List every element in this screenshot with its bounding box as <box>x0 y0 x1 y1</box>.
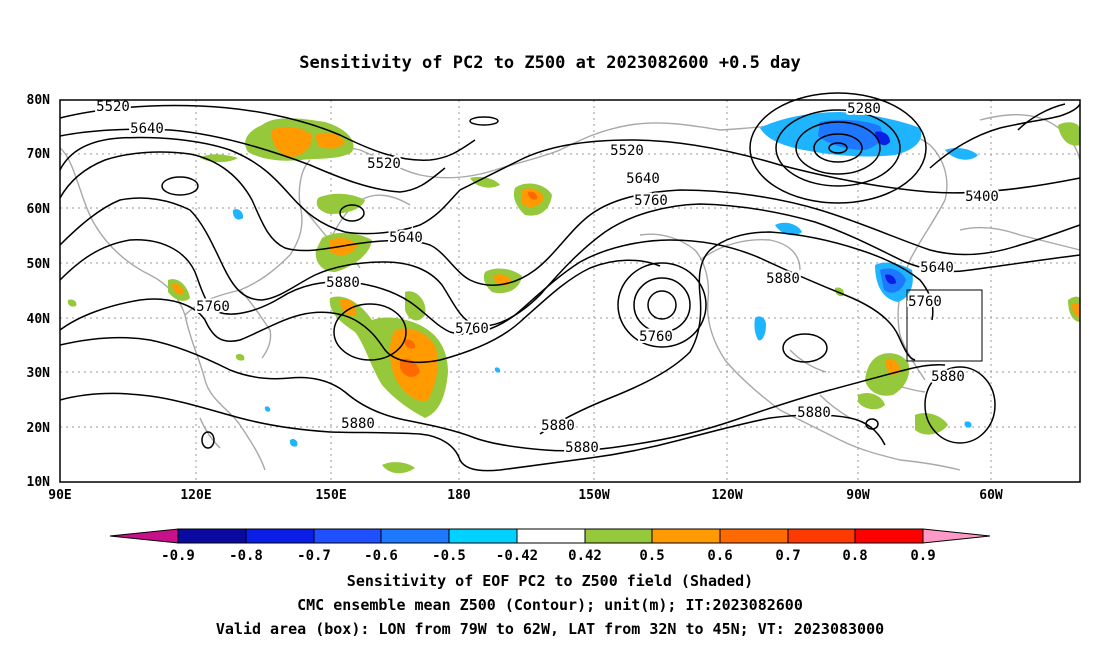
positive-sensitivity-darkorange <box>400 191 538 377</box>
colorbar-tick-label: 0.6 <box>707 548 732 564</box>
colorbar-tick-label: 0.8 <box>842 548 867 564</box>
colorbar-segment <box>177 528 247 544</box>
colorbar-segment <box>651 528 721 544</box>
positive-sensitivity-orange <box>172 126 1080 401</box>
contour-label: 5520 <box>96 99 130 115</box>
colorbar-tick-label: -0.6 <box>364 548 398 564</box>
lat-label: 70N <box>27 147 51 162</box>
caption-shading: Sensitivity of EOF PC2 to Z500 field (Sh… <box>346 572 754 590</box>
contour-label: 5760 <box>639 329 673 345</box>
lon-label: 150E <box>315 488 346 503</box>
lat-label: 40N <box>27 312 51 327</box>
colorbar: -0.9 -0.8 -0.7 -0.6 -0.5 -0.42 0.42 0.5 … <box>109 528 991 564</box>
contour-label: 5880 <box>766 271 800 287</box>
contour-label: 5760 <box>455 321 489 337</box>
colorbar-segment <box>516 528 586 544</box>
contour-label: 5880 <box>797 405 831 421</box>
lat-label: 60N <box>27 202 51 217</box>
valid-area-box <box>906 289 983 362</box>
colorbar-tick-label: 0.42 <box>568 548 602 564</box>
lat-label: 30N <box>27 366 51 381</box>
lat-label: 20N <box>27 421 51 436</box>
colorbar-segment <box>922 528 991 544</box>
colorbar-tick-label: -0.8 <box>229 548 263 564</box>
contour-labels: 5520 5640 5520 5520 5640 5760 5760 5880 … <box>94 97 1001 458</box>
colorbar-segment <box>854 528 924 544</box>
contour-label: 5640 <box>389 230 423 246</box>
colorbar-tick-label: 0.7 <box>775 548 800 564</box>
contour-label: 5760 <box>634 193 668 209</box>
contour-label: 5880 <box>565 440 599 456</box>
lon-label: 90E <box>48 488 71 503</box>
contour-label: 5280 <box>847 101 881 117</box>
lon-label: 60W <box>979 488 1003 503</box>
lon-label: 120W <box>711 488 742 503</box>
colorbar-segment <box>313 528 382 544</box>
contour-label: 5640 <box>626 171 660 187</box>
colorbar-tick-label: 0.9 <box>910 548 935 564</box>
colorbar-segment <box>380 528 450 544</box>
contour-label: 5640 <box>920 260 954 276</box>
z500-contours <box>59 92 1081 472</box>
colorbar-segment <box>109 528 179 544</box>
contour-label: 5760 <box>196 299 230 315</box>
contour-label: 5880 <box>541 418 575 434</box>
colorbar-tick-label: 0.5 <box>639 548 664 564</box>
caption-valid-area: Valid area (box): LON from 79W to 62W, L… <box>215 620 885 638</box>
latitude-axis: 80N 70N 60N 50N 40N 30N 20N 10N <box>27 93 51 490</box>
longitude-axis: 90E 120E 150E 180 150W 120W 90W 60W <box>48 488 1003 503</box>
contour-label: 5760 <box>908 294 942 310</box>
coastlines <box>59 113 1081 471</box>
lat-label: 10N <box>27 475 51 490</box>
contour-label: 5520 <box>367 156 401 172</box>
colorbar-tick-label: -0.7 <box>297 548 331 564</box>
contour-label: 5880 <box>341 416 375 432</box>
contour-label: 5880 <box>326 275 360 291</box>
colorbar-segment <box>245 528 315 544</box>
colorbar-ticks: -0.9 -0.8 -0.7 -0.6 -0.5 -0.42 0.42 0.5 … <box>161 548 936 564</box>
contour-label: 5520 <box>610 143 644 159</box>
lat-label: 80N <box>27 93 51 108</box>
contour-label: 5400 <box>965 189 999 205</box>
contour-label: 5880 <box>931 369 965 385</box>
colorbar-tick-label: -0.9 <box>161 548 195 564</box>
lat-label: 50N <box>27 257 51 272</box>
colorbar-segment <box>584 528 653 544</box>
map-panel: 5520 5640 5520 5520 5640 5760 5760 5880 … <box>59 92 1081 483</box>
colorbar-tick-label: -0.5 <box>432 548 466 564</box>
colorbar-segment <box>787 528 856 544</box>
lon-label: 180 <box>447 488 471 503</box>
lon-label: 90W <box>846 488 870 503</box>
colorbar-segment <box>719 528 789 544</box>
lon-label: 150W <box>578 488 609 503</box>
caption-contour: CMC ensemble mean Z500 (Contour); unit(m… <box>297 596 803 614</box>
colorbar-segment <box>448 528 518 544</box>
colorbar-tick-label: -0.42 <box>496 548 538 564</box>
map-frame <box>59 99 1081 483</box>
lon-label: 120E <box>180 488 211 503</box>
contour-label: 5640 <box>130 121 164 137</box>
figure-title: Sensitivity of PC2 to Z500 at 2023082600… <box>299 53 801 73</box>
